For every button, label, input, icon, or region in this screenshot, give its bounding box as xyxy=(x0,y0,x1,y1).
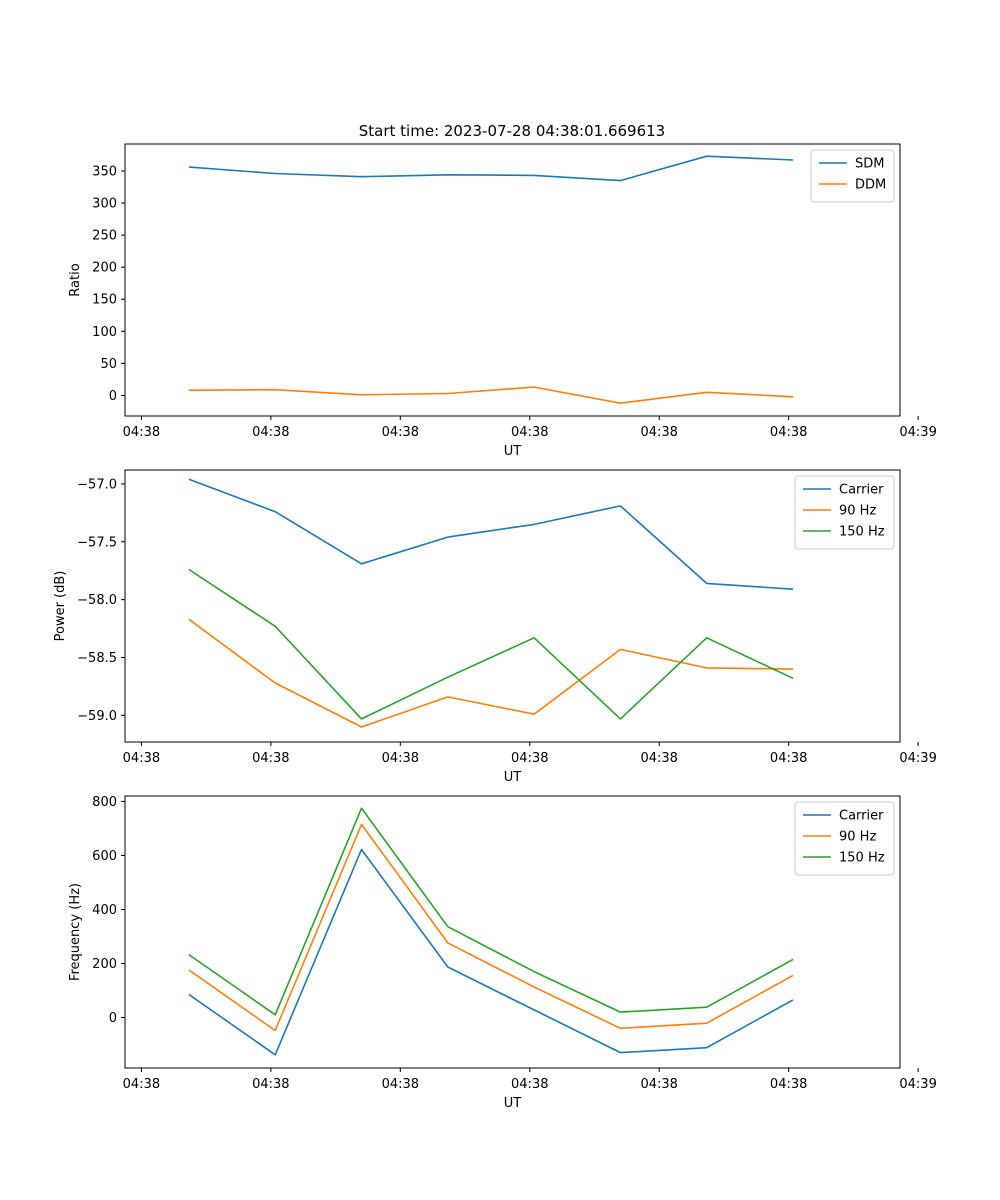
series-line-90-hz xyxy=(188,823,794,1032)
legend-label: Carrier xyxy=(839,809,884,824)
y-tick-label: 200 xyxy=(92,957,117,972)
y-axis-label: Frequency (Hz) xyxy=(68,883,83,981)
y-tick-label: −57.5 xyxy=(77,535,117,550)
x-tick-label: 04:38 xyxy=(511,751,548,766)
y-axis-label: Power (dB) xyxy=(53,571,68,642)
y-tick-label: 150 xyxy=(92,293,117,308)
x-tick-label: 04:38 xyxy=(382,751,419,766)
x-tick-label: 04:38 xyxy=(640,425,677,440)
x-tick-label: 04:38 xyxy=(123,1077,160,1092)
x-tick-label: 04:38 xyxy=(511,1077,548,1092)
chart-3: 04:38 04:38 04:38 04:38 04:38 04:38 04:39 0 200 4… xyxy=(68,795,937,1111)
x-tick-label: 04:38 xyxy=(252,425,289,440)
y-tick-label: −59.0 xyxy=(77,709,117,724)
x-tick-label: 04:39 xyxy=(899,425,936,440)
legend-label: 150 Hz xyxy=(839,851,885,866)
x-tick-label: 04:38 xyxy=(382,425,419,440)
legend-label: DDM xyxy=(855,178,886,193)
y-tick-label: −58.5 xyxy=(77,651,117,666)
y-tick-label: 300 xyxy=(92,197,117,212)
y-tick-label: 600 xyxy=(92,849,117,864)
chart-1: 04:38 04:38 04:38 04:38 04:38 04:38 04:39 0 50 10… xyxy=(68,143,937,459)
y-tick-label: 0 xyxy=(109,389,117,404)
x-tick-label: 04:39 xyxy=(899,751,936,766)
x-tick-label: 04:38 xyxy=(640,751,677,766)
x-tick-label: 04:38 xyxy=(770,1077,807,1092)
plot-area xyxy=(124,143,901,417)
y-axis-label: Ratio xyxy=(68,263,83,296)
x-tick-label: 04:38 xyxy=(770,425,807,440)
y-tick-label: −57.0 xyxy=(77,477,117,492)
legend: Carrier 90 Hz 150 Hz xyxy=(794,475,895,550)
y-tick-label: 800 xyxy=(92,795,117,810)
plot-area xyxy=(124,469,901,743)
x-tick-label: 04:38 xyxy=(252,1077,289,1092)
x-tick-label: 04:38 xyxy=(640,1077,677,1092)
legend-label: 150 Hz xyxy=(839,525,885,540)
figure-title: Start time: 2023-07-28 04:38:01.669613 xyxy=(359,122,665,140)
legend-label: Carrier xyxy=(839,483,884,498)
legend-label: SDM xyxy=(855,157,884,172)
x-tick-label: 04:38 xyxy=(252,751,289,766)
y-tick-label: 250 xyxy=(92,229,117,244)
series-line-sdm xyxy=(188,155,794,182)
series-line-150-hz xyxy=(188,807,794,1016)
y-tick-label: 400 xyxy=(92,903,117,918)
legend-label: 90 Hz xyxy=(839,504,876,519)
y-tick-label: 200 xyxy=(92,261,117,276)
plot-area xyxy=(124,795,901,1069)
x-tick-label: 04:39 xyxy=(899,1077,936,1092)
legend-label: 90 Hz xyxy=(839,830,876,845)
chart-2: 04:38 04:38 04:38 04:38 04:38 04:38 04:39 −59.0… xyxy=(53,469,937,785)
series-line-90-hz xyxy=(188,618,794,728)
series-line-carrier xyxy=(188,478,794,590)
x-tick-label: 04:38 xyxy=(123,425,160,440)
y-tick-label: −58.0 xyxy=(77,593,117,608)
y-tick-label: 100 xyxy=(92,325,117,340)
x-tick-label: 04:38 xyxy=(511,425,548,440)
series-line-150-hz xyxy=(188,568,794,720)
x-axis-label: UT xyxy=(504,770,522,785)
x-axis-label: UT xyxy=(504,444,522,459)
legend: Carrier 90 Hz 150 Hz xyxy=(794,801,895,876)
y-tick-label: 50 xyxy=(100,357,117,372)
series-line-ddm xyxy=(188,386,794,405)
x-tick-label: 04:38 xyxy=(123,751,160,766)
x-axis-label: UT xyxy=(504,1096,522,1111)
y-tick-label: 350 xyxy=(92,164,117,179)
legend: SDM DDM xyxy=(810,149,895,203)
x-tick-label: 04:38 xyxy=(382,1077,419,1092)
series-line-carrier xyxy=(188,848,794,1056)
y-tick-label: 0 xyxy=(109,1011,117,1026)
x-tick-label: 04:38 xyxy=(770,751,807,766)
